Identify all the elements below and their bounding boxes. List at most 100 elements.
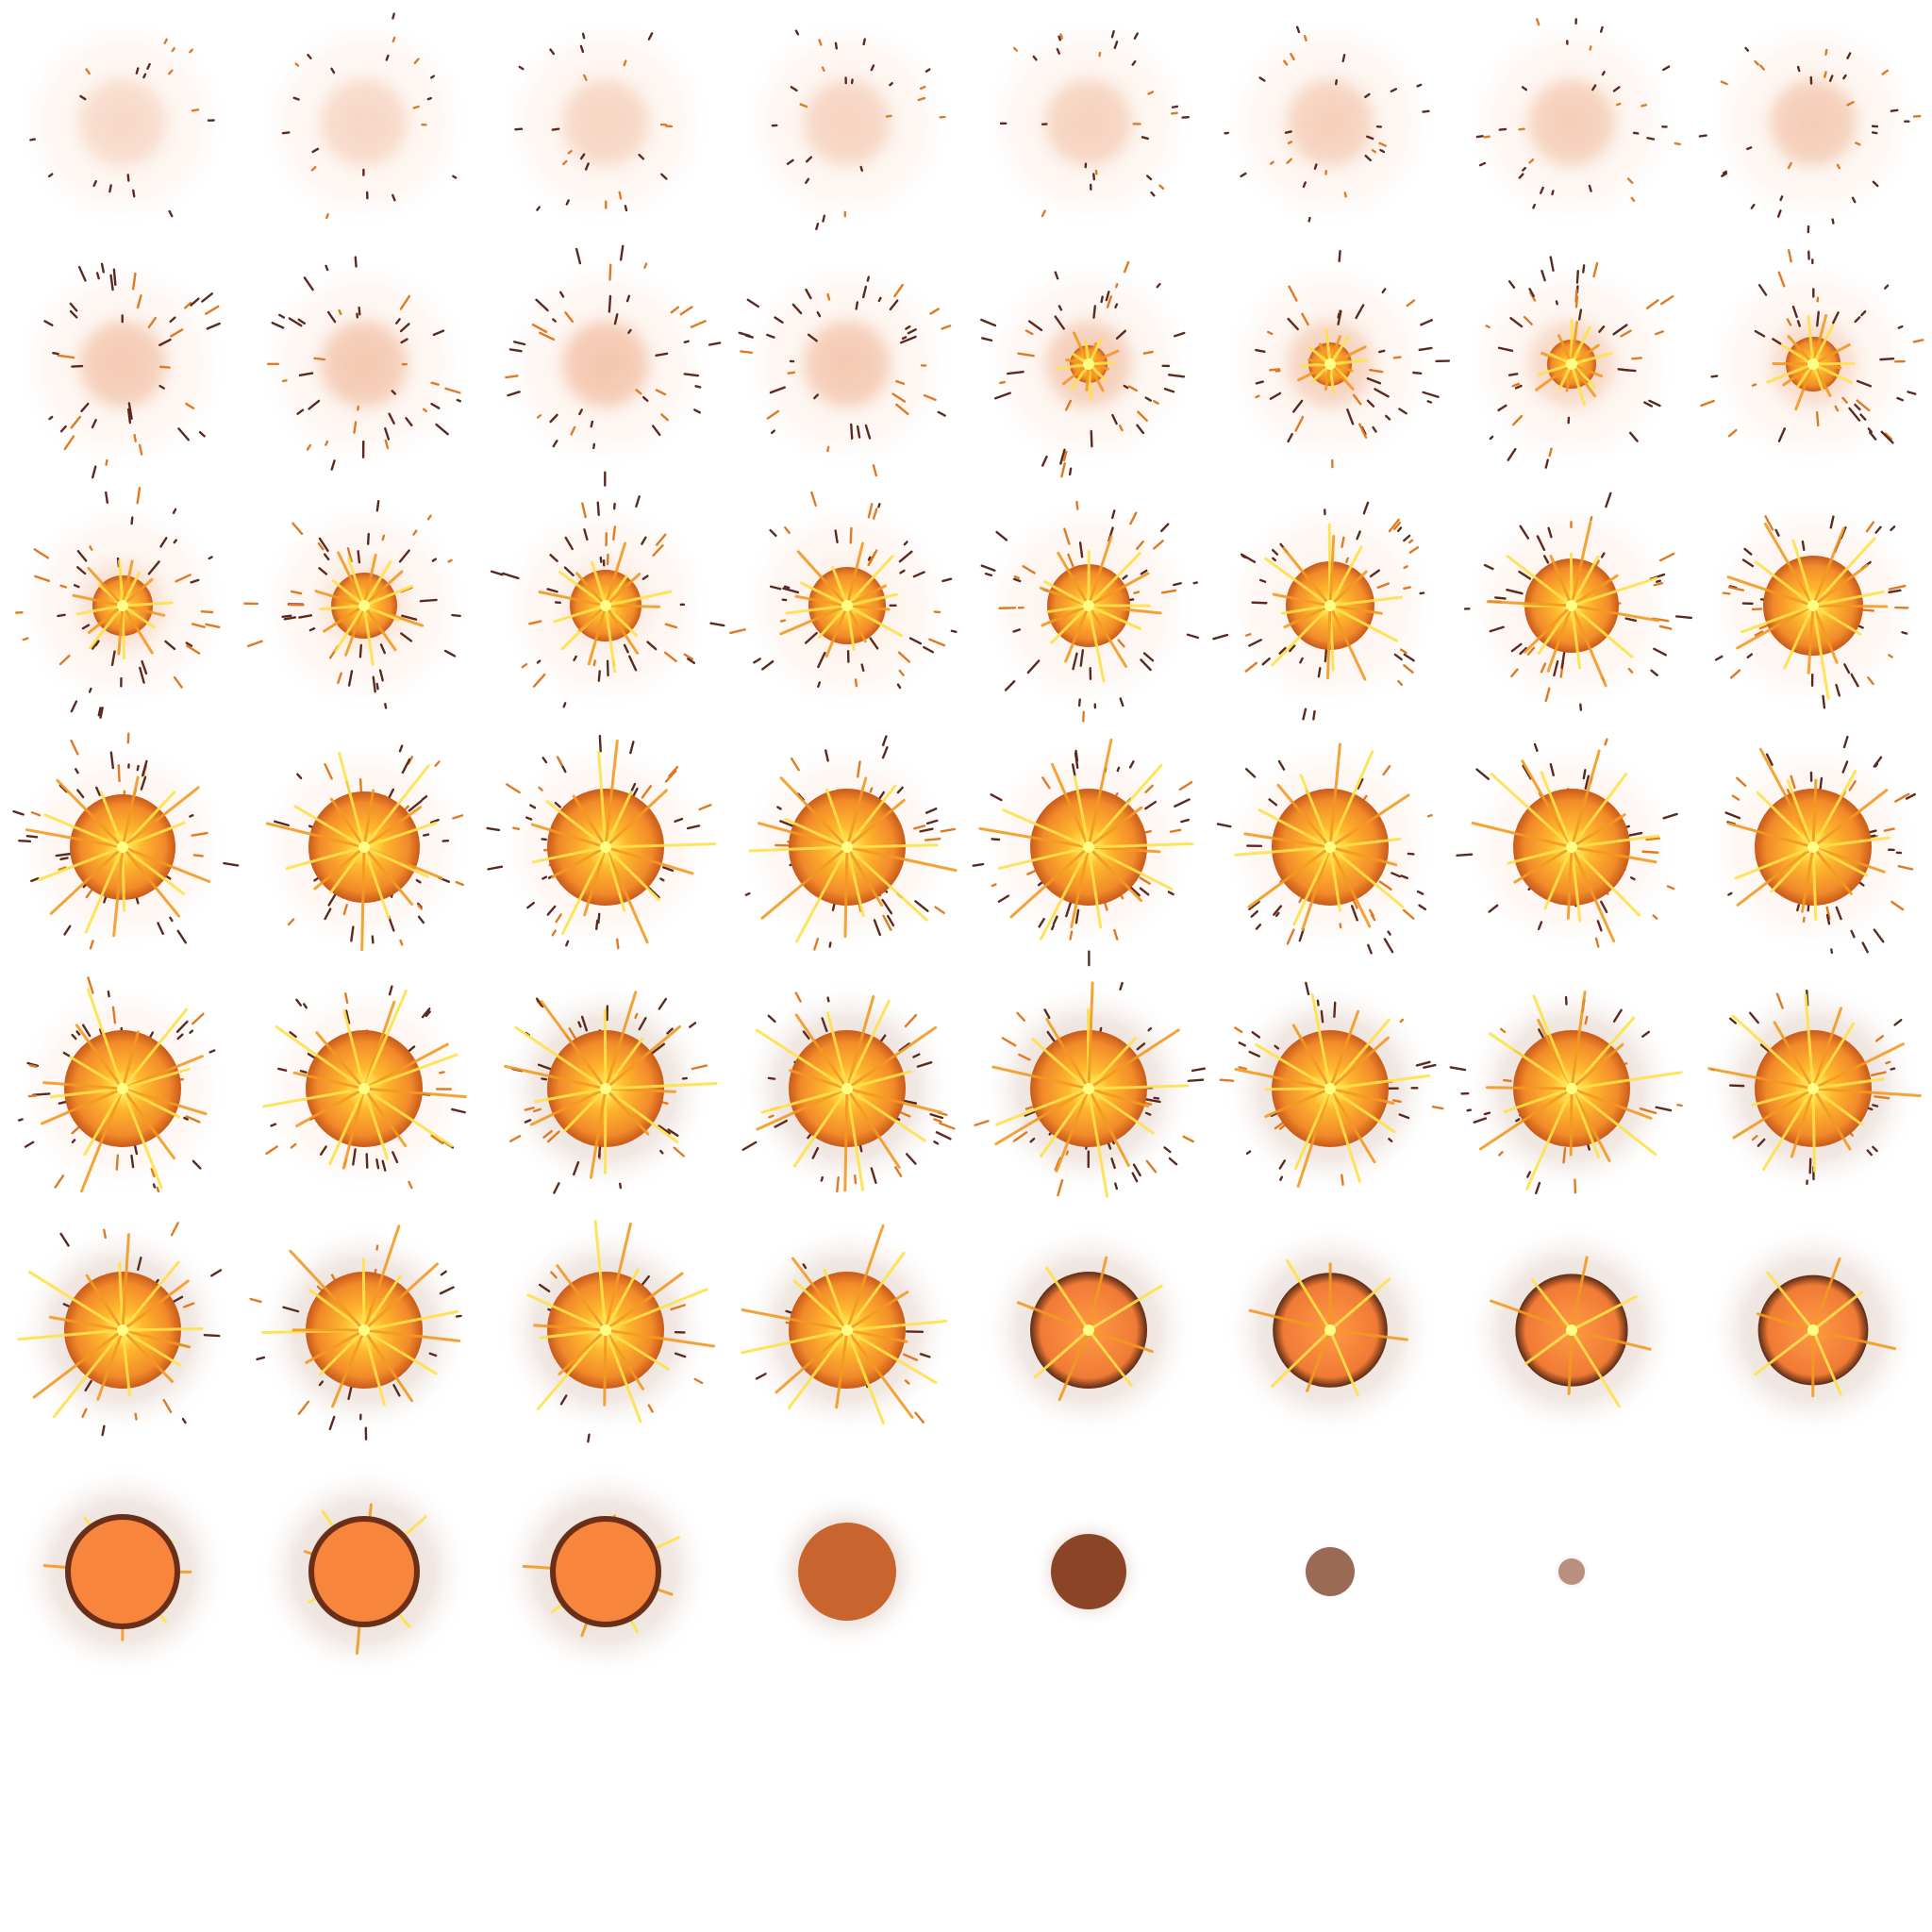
spark-particle xyxy=(425,1010,431,1018)
spark-particle xyxy=(271,322,285,329)
flame-spike xyxy=(1770,845,1815,893)
spark-particle xyxy=(281,614,292,619)
spark-particle xyxy=(1324,648,1328,663)
spark-particle xyxy=(623,643,629,654)
spark-particle xyxy=(1592,261,1599,278)
spark-particle xyxy=(1483,135,1491,139)
flame-spike xyxy=(1087,1284,1163,1332)
spark-particle xyxy=(22,637,29,641)
spark-particle xyxy=(1779,195,1784,202)
spark-particle xyxy=(431,558,438,562)
spark-particle xyxy=(1834,405,1840,412)
flame-spike xyxy=(362,1274,402,1332)
flame-spike xyxy=(362,1328,461,1342)
spark-particle xyxy=(1648,399,1661,408)
spark-particle xyxy=(1720,80,1728,86)
spark-particle xyxy=(1295,25,1301,34)
spark-particle xyxy=(872,508,878,520)
flame-spike xyxy=(526,1293,608,1332)
hot-center xyxy=(1324,841,1336,853)
spark-particle xyxy=(709,622,725,627)
spark-particle xyxy=(365,1153,369,1169)
spark-particle xyxy=(1562,1147,1567,1164)
spark-particle xyxy=(69,309,78,319)
spark-particle xyxy=(12,809,25,816)
spark-particle xyxy=(1338,250,1341,263)
spark-particle xyxy=(628,655,638,672)
spark-particle xyxy=(538,1283,551,1292)
spark-particle xyxy=(1372,425,1377,433)
explosion-frame xyxy=(980,256,1197,478)
spark-particle xyxy=(799,103,808,108)
flame-spike xyxy=(362,559,392,608)
spark-particle xyxy=(1643,401,1654,408)
explosion-frame xyxy=(1705,735,1922,956)
spark-particle xyxy=(1894,792,1910,803)
spark-particle xyxy=(150,1168,156,1178)
flame-spike xyxy=(362,570,404,608)
flame-spike xyxy=(604,573,641,608)
spark-particle xyxy=(826,445,830,453)
spark-particle xyxy=(1018,1053,1031,1061)
spark-particle xyxy=(1901,631,1908,635)
flame-spike xyxy=(96,1328,125,1401)
spark-particle xyxy=(886,914,895,927)
spark-particle xyxy=(1475,135,1484,139)
spark-particle xyxy=(1612,86,1621,92)
spark-particle xyxy=(526,901,536,909)
spark-particle xyxy=(1274,911,1280,918)
spark-particle xyxy=(1528,288,1535,298)
flame-spike xyxy=(1257,808,1332,849)
explosion-frame xyxy=(14,1222,231,1439)
spark-particle xyxy=(1714,655,1724,661)
spark-particle xyxy=(766,333,775,339)
spark-particle xyxy=(1302,181,1307,188)
flame-spike xyxy=(362,584,414,608)
spark-particle xyxy=(794,991,802,1003)
flame-spike xyxy=(362,1053,458,1091)
spark-particle xyxy=(1357,777,1364,790)
spark-particle xyxy=(1802,916,1806,924)
flame-spike xyxy=(978,826,1091,849)
soft-blob xyxy=(557,315,655,413)
spark-particle xyxy=(81,1407,88,1419)
spark-particle xyxy=(1846,52,1852,59)
flame-spike xyxy=(1569,552,1574,608)
spark-particle xyxy=(769,585,782,591)
ember-orb xyxy=(550,1516,661,1627)
spark-particle xyxy=(895,379,906,385)
flame-spike xyxy=(362,806,423,849)
spark-particle xyxy=(1510,642,1523,653)
flame-spike xyxy=(604,1328,645,1391)
spark-particle xyxy=(1115,283,1119,289)
flame-spike xyxy=(1567,1328,1574,1395)
spark-particle xyxy=(908,637,923,645)
spark-particle xyxy=(1065,1150,1069,1156)
flame-spike xyxy=(1570,352,1613,366)
soft-blob xyxy=(315,315,413,413)
flame-spike xyxy=(1811,1087,1852,1151)
spark-particle xyxy=(1641,1030,1651,1038)
flame-spike xyxy=(1570,325,1591,366)
spark-particle xyxy=(105,458,108,466)
spark-particle xyxy=(1382,764,1391,776)
spark-particle xyxy=(63,435,75,451)
flame-spike xyxy=(1087,604,1141,630)
explosion-frame xyxy=(739,14,956,231)
spark-particle xyxy=(1059,33,1063,40)
spark-particle xyxy=(1341,54,1346,63)
hot-center xyxy=(1083,1083,1094,1094)
spark-particle xyxy=(1117,639,1125,648)
flame-spike xyxy=(1758,747,1815,849)
spark-particle xyxy=(1422,109,1430,113)
spark-particle xyxy=(872,464,877,477)
flame-spike xyxy=(1524,1328,1574,1366)
explosion-frame xyxy=(1463,14,1681,231)
spark-particle xyxy=(641,536,647,545)
spark-particle xyxy=(1238,1066,1247,1071)
spark-particle xyxy=(634,1012,639,1019)
flame-spike xyxy=(558,571,608,608)
soft-blob xyxy=(1764,74,1862,172)
flame-spike xyxy=(1726,575,1815,608)
spark-particle xyxy=(895,403,909,415)
